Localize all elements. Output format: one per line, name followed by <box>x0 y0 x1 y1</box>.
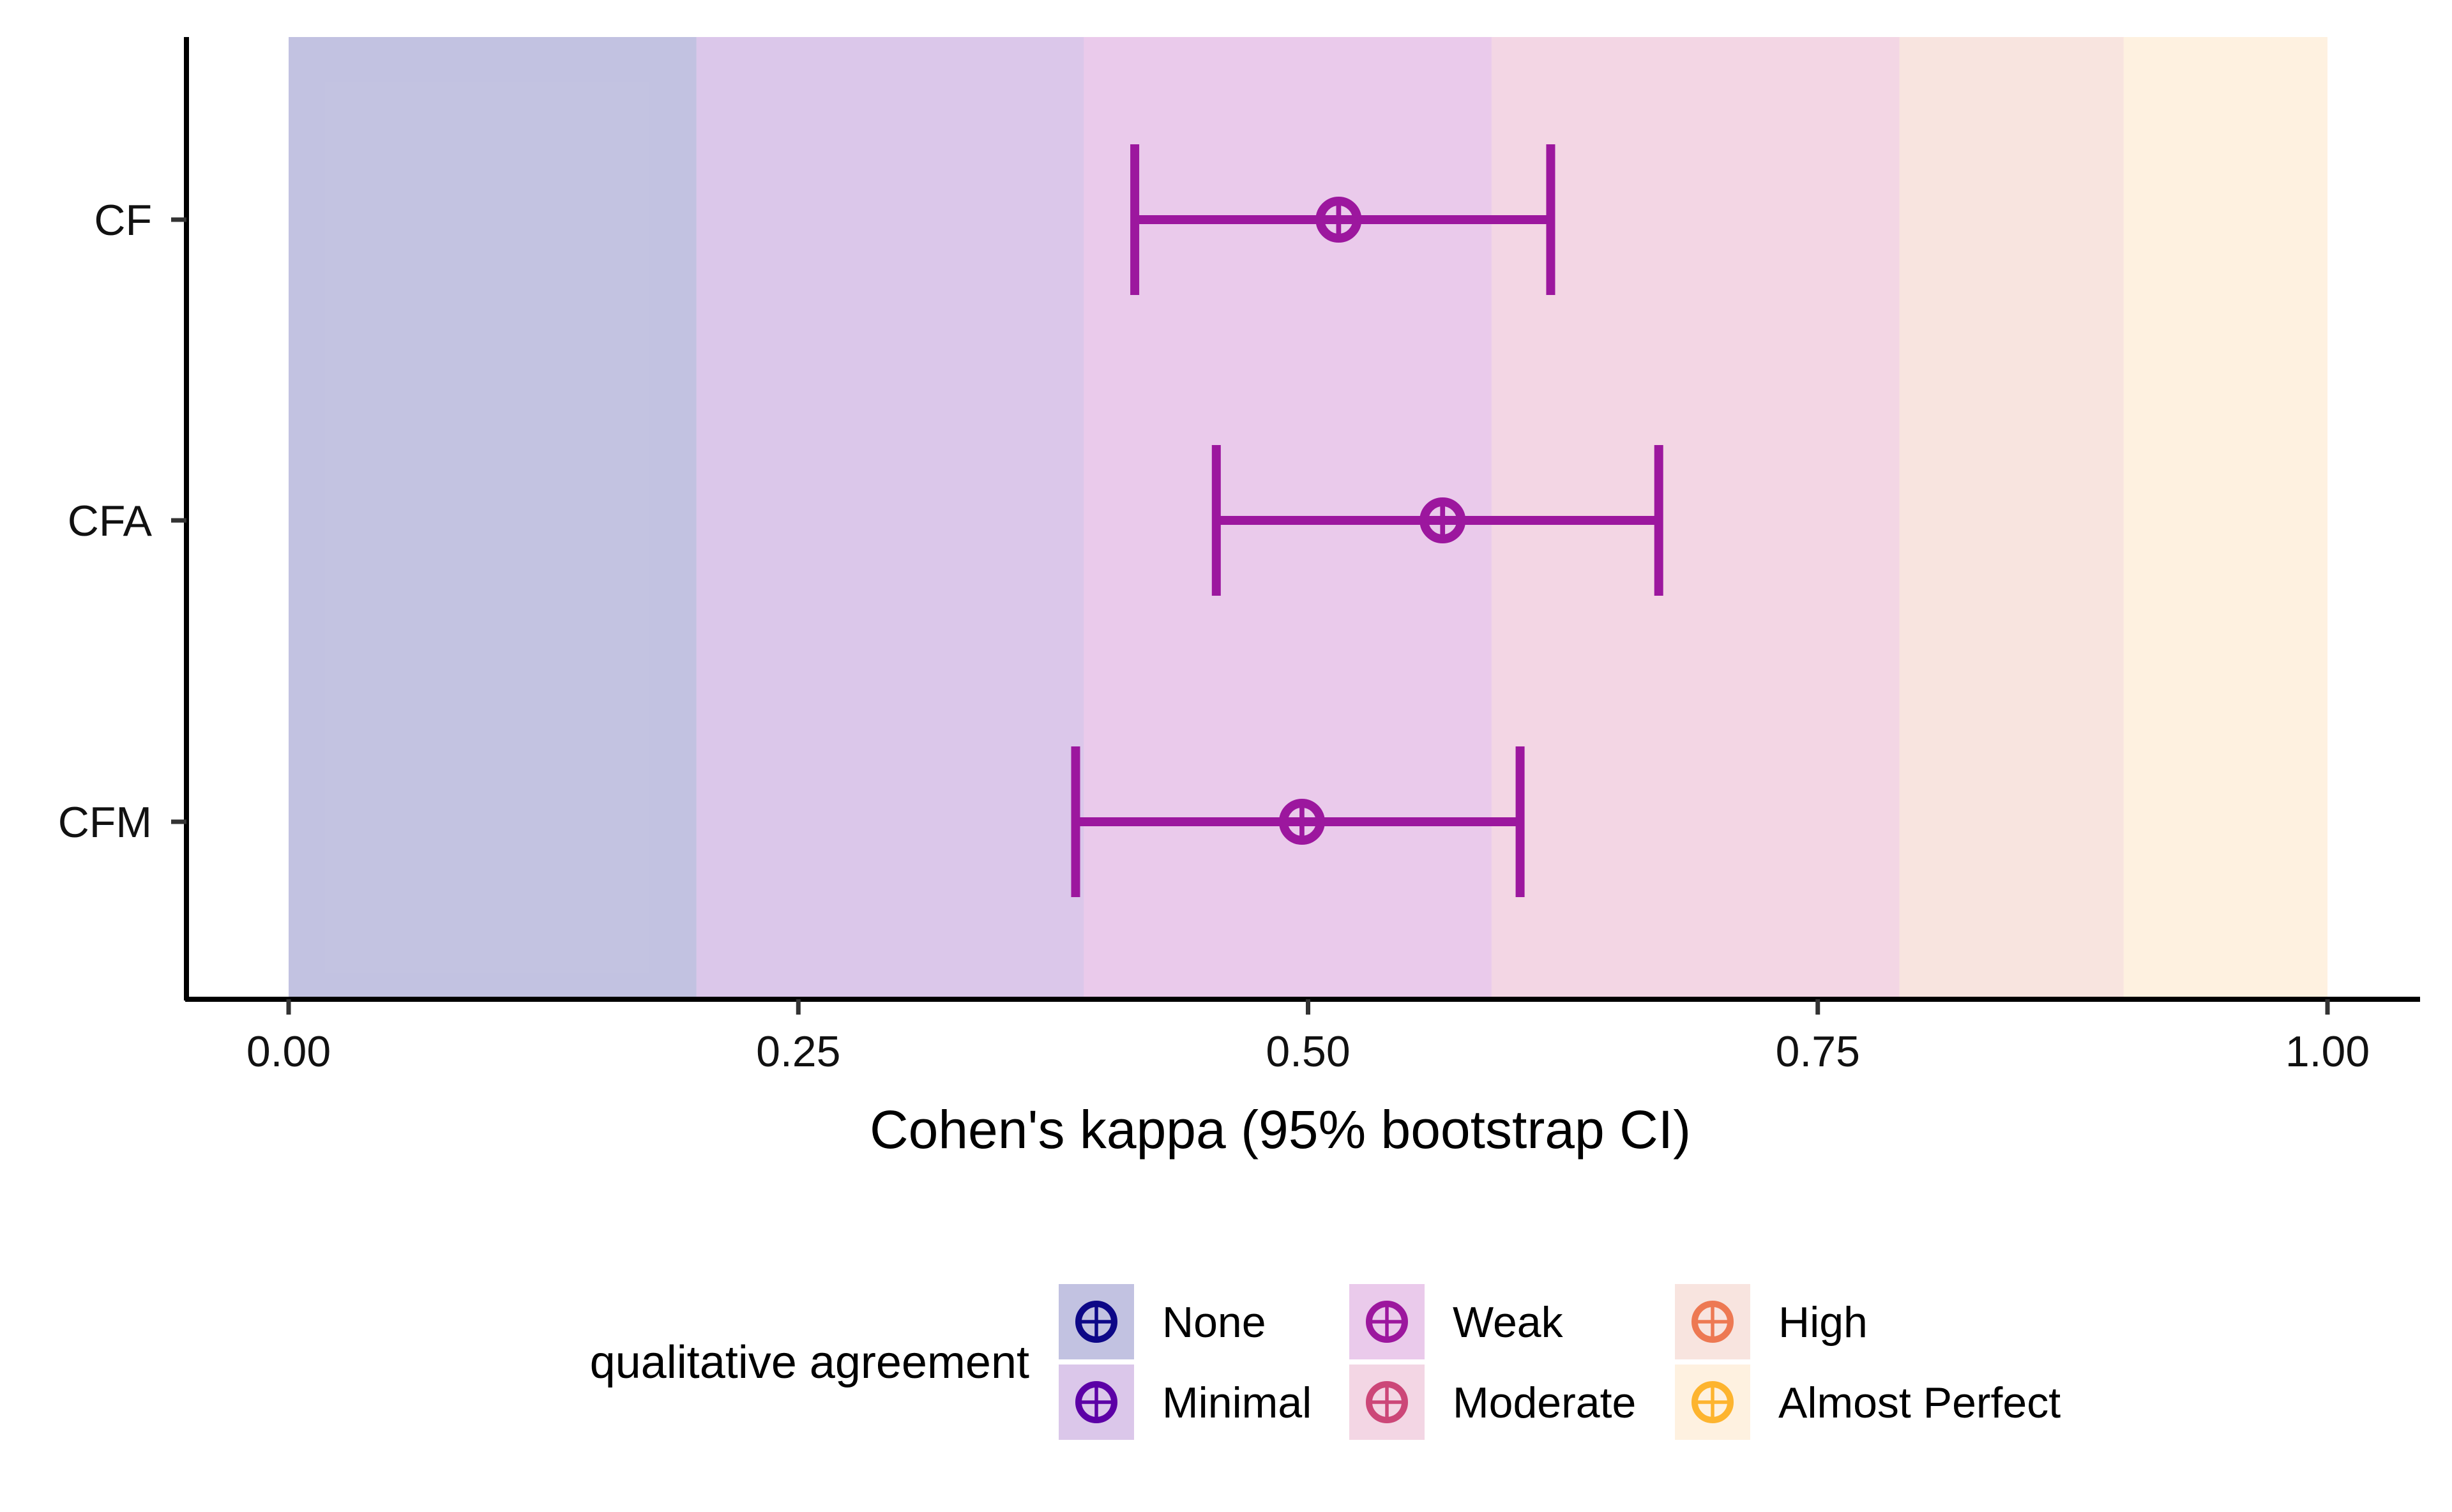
x-tick-label: 0.25 <box>756 1027 840 1076</box>
legend-key-marker <box>1075 1301 1117 1343</box>
y-tick-label: CFA <box>68 497 153 545</box>
legend: qualitative agreement None Minimal Weak Mod… <box>590 1284 2061 1440</box>
legend-label: None <box>1162 1298 1266 1347</box>
legend-item-weak: Weak <box>1349 1284 1564 1359</box>
legend-key-marker <box>1691 1381 1734 1423</box>
band-high <box>1899 37 2124 999</box>
legend-item-minimal: Minimal <box>1059 1365 1312 1440</box>
legend-item-almost-perfect: Almost Perfect <box>1675 1365 2061 1440</box>
y-tick-label: CFM <box>58 798 152 847</box>
legend-label: High <box>1778 1298 1868 1347</box>
legend-label: Weak <box>1453 1298 1564 1347</box>
x-tick-label: 0.00 <box>246 1027 331 1076</box>
point-cfm <box>1071 746 1525 897</box>
legend-key-marker <box>1366 1381 1408 1423</box>
legend-title: qualitative agreement <box>590 1337 1029 1388</box>
x-tick-label: 0.75 <box>1776 1027 1860 1076</box>
point-estimate-marker <box>1315 197 1362 243</box>
point-cf <box>1130 144 1555 295</box>
x-tick-label: 1.00 <box>2285 1027 2370 1076</box>
band-minimal <box>696 37 1084 999</box>
legend-key-marker <box>1366 1301 1408 1343</box>
band-almost-perfect <box>2123 37 2327 999</box>
legend-key-marker <box>1691 1301 1734 1343</box>
legend-item-moderate: Moderate <box>1349 1365 1636 1440</box>
data-points <box>1071 144 1663 897</box>
x-axis-title: Cohen's kappa (95% bootstrap CI) <box>870 1100 1691 1160</box>
axes: 0.00 0.25 0.50 0.75 1.00 CF CFA CFM <box>58 37 2420 1076</box>
legend-item-high: High <box>1675 1284 1868 1359</box>
y-tick-label: CF <box>94 196 152 245</box>
point-cfa <box>1211 445 1663 596</box>
legend-label: Minimal <box>1162 1379 1312 1427</box>
point-estimate-marker <box>1278 799 1325 845</box>
band-none <box>289 37 697 999</box>
legend-item-none: None <box>1059 1284 1266 1359</box>
point-estimate-marker <box>1419 497 1466 543</box>
legend-label: Almost Perfect <box>1778 1379 2061 1427</box>
legend-key-marker <box>1075 1381 1117 1423</box>
legend-label: Moderate <box>1453 1379 1636 1427</box>
x-tick-label: 0.50 <box>1266 1027 1350 1076</box>
agreement-bands <box>289 37 2327 999</box>
